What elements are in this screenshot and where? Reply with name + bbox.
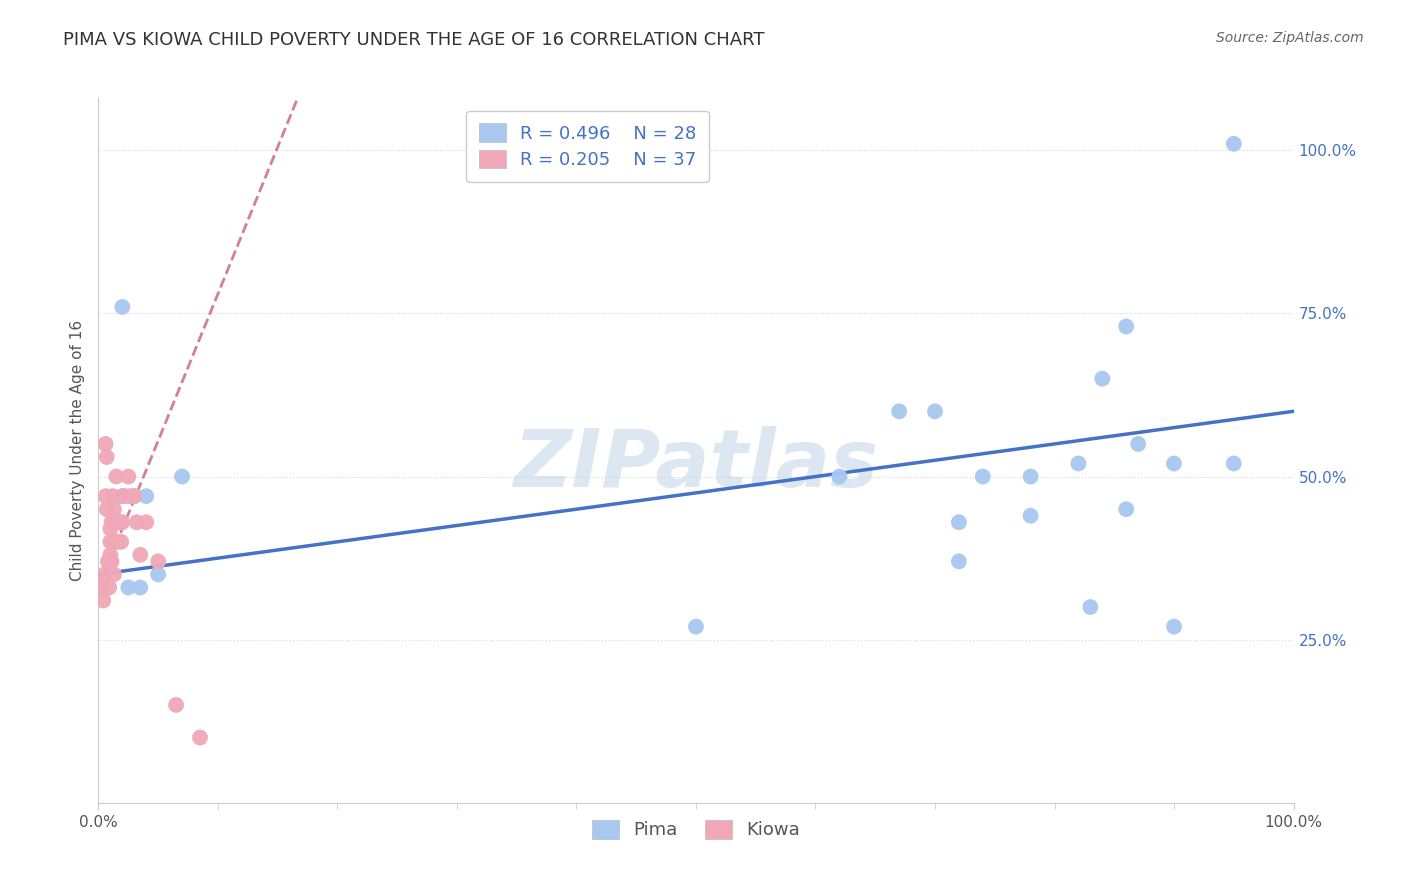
Point	[105, 469, 128, 483]
Point	[111, 515, 134, 529]
Legend: Pima, Kiowa: Pima, Kiowa	[585, 813, 807, 847]
Point	[1163, 620, 1185, 634]
Point	[948, 554, 970, 568]
Point	[148, 554, 170, 568]
Point	[91, 581, 114, 595]
Point	[1091, 372, 1114, 386]
Point	[110, 534, 132, 549]
Point	[100, 515, 122, 529]
Text: Source: ZipAtlas.com: Source: ZipAtlas.com	[1216, 31, 1364, 45]
Point	[98, 522, 122, 536]
Y-axis label: Child Poverty Under the Age of 16: Child Poverty Under the Age of 16	[69, 320, 84, 581]
Point	[124, 489, 146, 503]
Point	[107, 534, 129, 549]
Point	[124, 489, 146, 503]
Point	[96, 450, 118, 464]
Point	[1223, 457, 1246, 471]
Point	[948, 515, 970, 529]
Point	[98, 534, 122, 549]
Point	[1115, 502, 1137, 516]
Point	[685, 620, 707, 634]
Point	[828, 469, 851, 483]
Point	[1128, 437, 1150, 451]
Point	[98, 548, 122, 562]
Point	[1115, 319, 1137, 334]
Point	[135, 489, 157, 503]
Text: PIMA VS KIOWA CHILD POVERTY UNDER THE AGE OF 16 CORRELATION CHART: PIMA VS KIOWA CHILD POVERTY UNDER THE AG…	[63, 31, 765, 49]
Point	[107, 515, 129, 529]
Point	[93, 567, 115, 582]
Point	[100, 554, 122, 568]
Point	[101, 534, 124, 549]
Point	[1019, 508, 1042, 523]
Point	[889, 404, 911, 418]
Point	[111, 489, 134, 503]
Point	[188, 731, 211, 745]
Point	[135, 515, 157, 529]
Point	[104, 515, 127, 529]
Point	[98, 581, 121, 595]
Point	[1019, 469, 1042, 483]
Point	[91, 593, 114, 607]
Point	[98, 554, 121, 568]
Point	[117, 581, 139, 595]
Point	[108, 515, 131, 529]
Point	[1223, 136, 1246, 151]
Point	[97, 554, 120, 568]
Point	[148, 567, 170, 582]
Point	[117, 469, 139, 483]
Text: ZIPatlas: ZIPatlas	[513, 425, 879, 504]
Point	[120, 489, 142, 503]
Point	[924, 404, 946, 418]
Point	[1163, 457, 1185, 471]
Point	[972, 469, 994, 483]
Point	[165, 698, 187, 712]
Point	[172, 469, 194, 483]
Point	[114, 489, 136, 503]
Point	[111, 300, 134, 314]
Point	[103, 502, 125, 516]
Point	[129, 581, 152, 595]
Point	[96, 502, 118, 516]
Point	[125, 515, 148, 529]
Point	[129, 548, 152, 562]
Point	[111, 489, 134, 503]
Point	[105, 515, 128, 529]
Point	[94, 489, 117, 503]
Point	[1067, 457, 1090, 471]
Point	[101, 489, 124, 503]
Point	[1080, 600, 1102, 615]
Point	[94, 437, 117, 451]
Point	[103, 567, 125, 582]
